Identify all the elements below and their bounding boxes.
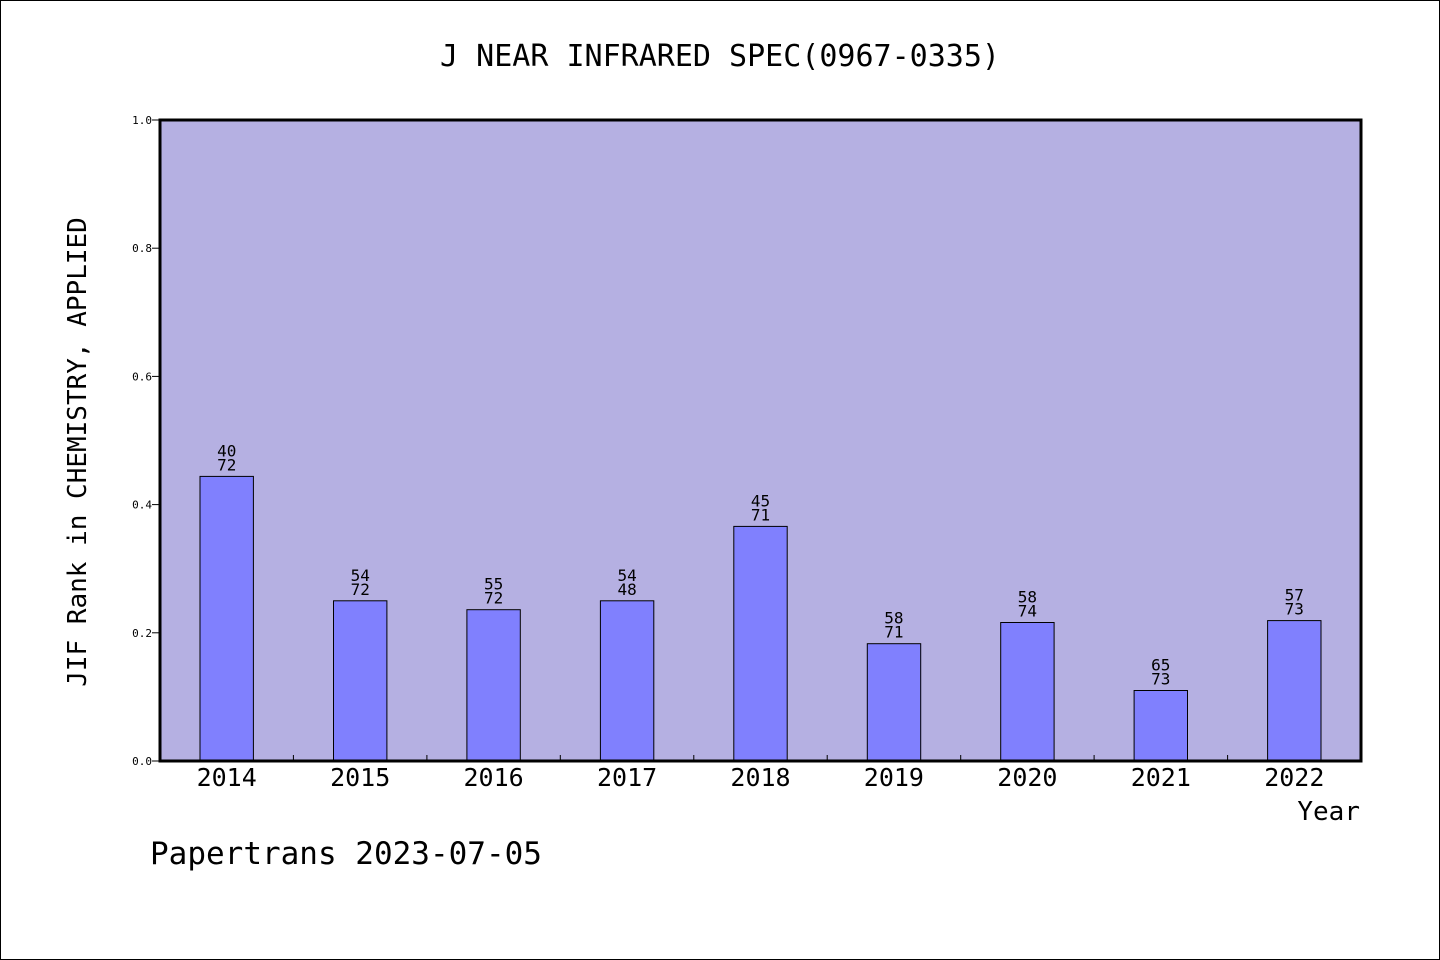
bar-label-top-2022: 57 [1285,586,1304,605]
bar-2015 [333,600,388,762]
bar-2016 [466,609,521,762]
bar-label-top-2021: 65 [1151,656,1170,675]
bar-label-top-2016: 55 [484,575,503,594]
bar-label-bottom-2021: 73 [1151,670,1170,689]
bar-label-top-2015: 54 [351,566,370,585]
x-tick-label-2018: 2018 [730,763,790,792]
x-tick-label-2021: 2021 [1131,763,1191,792]
y-tick-label-0.4: 0.4 [132,499,152,512]
y-axis: 0.0 0.2 0.4 0.6 0.8 1.0 [132,114,160,768]
bar-label-top-2019: 58 [884,609,903,628]
bar-2019 [866,643,922,762]
y-tick-label-0.8: 0.8 [132,242,152,255]
y-axis-label: JIF Rank in CHEMISTRY, APPLIED [63,217,93,687]
bar-label-bottom-2015: 72 [351,580,370,599]
bar-label-top-2014: 40 [217,441,236,460]
x-tick-label-2014: 2014 [197,763,257,792]
bar-2022 [1267,620,1322,762]
x-tick-label-2019: 2019 [864,763,924,792]
bars-group [199,475,1322,762]
bar-2020 [1000,622,1055,762]
x-tick-label-2015: 2015 [330,763,390,792]
bar-label-top-2018: 45 [751,491,770,510]
x-tick-label-2022: 2022 [1264,763,1324,792]
bar-2021 [1133,690,1188,762]
bar-label-top-2020: 58 [1018,588,1037,607]
bar-label-bottom-2014: 72 [217,455,236,474]
bar-label-bottom-2018: 71 [751,505,770,524]
bar-label-bottom-2019: 71 [884,623,903,642]
chart-title: J NEAR INFRARED SPEC(0967-0335) [440,39,1000,74]
bar-2018 [733,525,788,762]
x-tick-label-2016: 2016 [463,763,523,792]
y-tick-label-0.2: 0.2 [132,627,152,640]
x-tick-label-2017: 2017 [597,763,657,792]
bar-2014 [199,475,254,762]
x-axis: 2014 2015 2016 2017 2018 2019 2020 2021 2022 [197,755,1324,792]
bar-label-top-2017: 54 [617,566,636,585]
footer-text: Papertrans 2023-07-05 [150,836,542,872]
bar-label-bottom-2022: 73 [1285,600,1304,619]
y-tick-label-1.0: 1.0 [132,114,152,127]
bar-2017 [599,600,655,762]
bar-label-bottom-2017: 48 [617,580,636,599]
plot-border [158,118,1363,763]
y-tick-label-0.0: 0.0 [132,755,152,768]
bar-label-bottom-2020: 74 [1018,602,1037,621]
x-tick-label-2020: 2020 [997,763,1057,792]
x-axis-label: Year [1297,797,1360,827]
y-tick-label-0.6: 0.6 [132,370,152,383]
bar-label-bottom-2016: 72 [484,589,503,608]
